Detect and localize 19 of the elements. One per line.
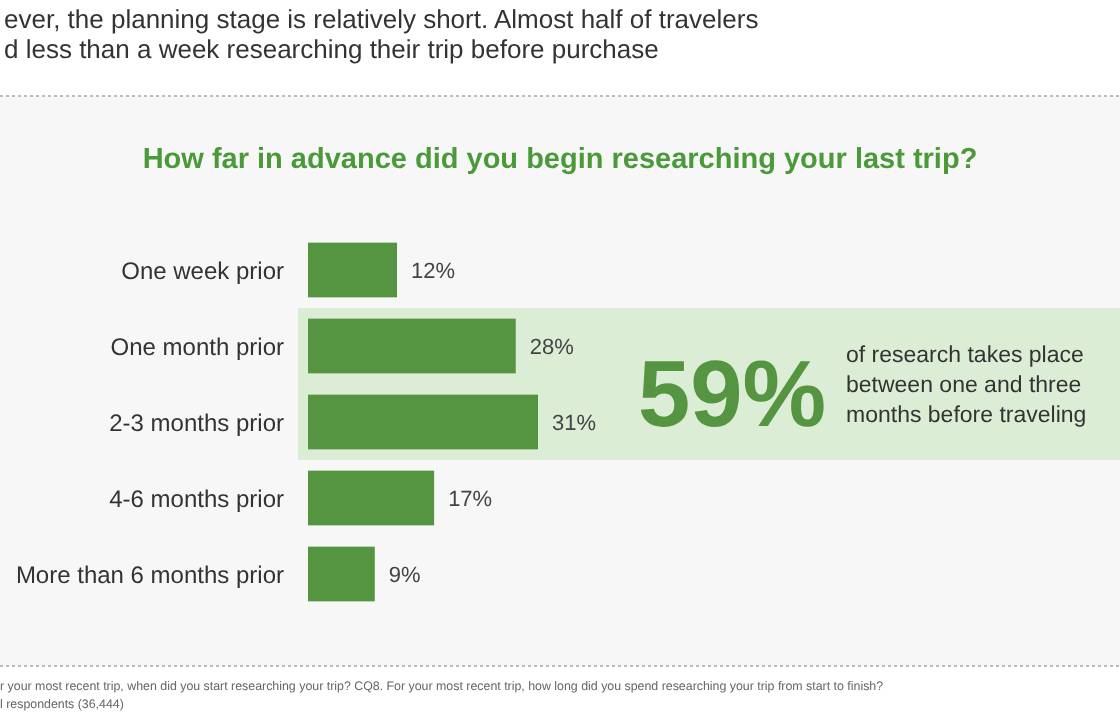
data-label: 28% — [529, 336, 575, 360]
bar — [308, 546, 375, 602]
text: of research takes place between one and three months before traveling — [846, 344, 1087, 428]
bar — [308, 394, 538, 450]
bar — [308, 318, 516, 374]
bar — [308, 470, 435, 526]
data-label: 17% — [448, 488, 493, 512]
text: 59% — [637, 340, 827, 446]
data-label: 31% — [552, 412, 597, 436]
y-tick-label: More than 6 months prior — [15, 561, 285, 589]
y-tick-label: 4-6 months prior — [109, 485, 284, 513]
data-label: 12% — [411, 260, 456, 284]
data-label: 9% — [388, 564, 422, 588]
bar — [308, 242, 398, 298]
y-tick-label: One month prior — [110, 333, 284, 361]
chart-title: How far in advance did you begin researching your last trip? — [142, 144, 978, 176]
y-tick-label: One week prior — [121, 257, 284, 285]
y-tick-label: 2-3 months prior — [109, 409, 284, 437]
chart-subtitle: ever, the planning stage is relatively short. Almost half of travelers d less than a week researching their trip before purchase — [4, 4, 760, 64]
